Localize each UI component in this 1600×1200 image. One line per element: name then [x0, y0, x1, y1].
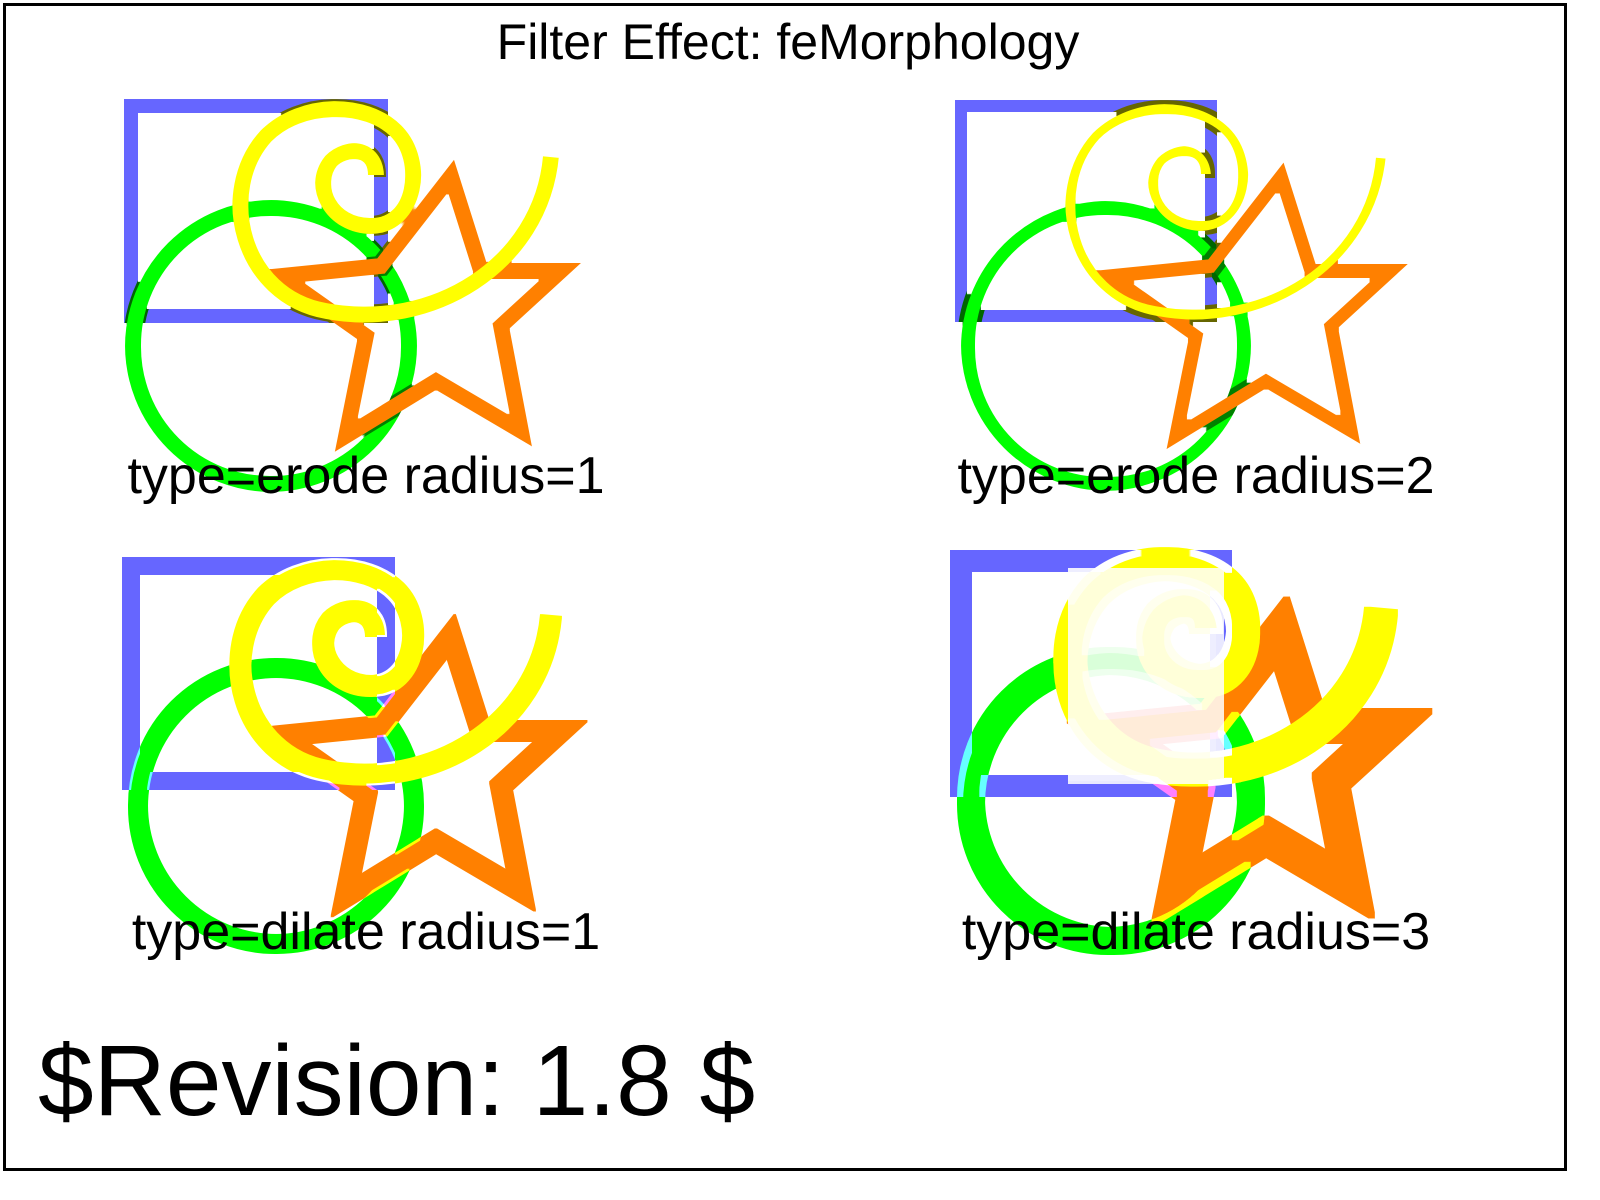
- circle-shape: [129, 659, 423, 953]
- panel-dilate-1: [123, 558, 587, 953]
- star-shape: [1086, 156, 1415, 455]
- spiral-shape: [231, 100, 560, 324]
- morphology-art: [123, 98, 1430, 953]
- circle-shape: [959, 199, 1253, 493]
- spiral-shape: [1063, 102, 1388, 322]
- spiral-shape: [230, 559, 561, 785]
- square-shape: [953, 98, 1219, 324]
- square-shape: [123, 98, 389, 324]
- circle-shape: [124, 199, 418, 493]
- caption-dilate-3: type=dilate radius=3: [961, 903, 1431, 961]
- star-shape: [256, 156, 585, 455]
- test-frame: Filter Effect: feMorphology: [3, 3, 1567, 1171]
- dilate-artifact: [1071, 571, 1221, 781]
- panel-erode-1: [123, 98, 585, 493]
- panel-erode-2: [953, 98, 1415, 493]
- caption-dilate-1: type=dilate radius=1: [131, 903, 601, 961]
- panel-dilate-3: [953, 550, 1430, 952]
- page-title: Filter Effect: feMorphology: [496, 14, 1080, 70]
- caption-erode-1: type=erode radius=1: [127, 447, 605, 505]
- star-shape: [253, 614, 587, 917]
- caption-erode-2: type=erode radius=2: [957, 447, 1435, 505]
- revision-label: $Revision: 1.8 $: [38, 1025, 756, 1137]
